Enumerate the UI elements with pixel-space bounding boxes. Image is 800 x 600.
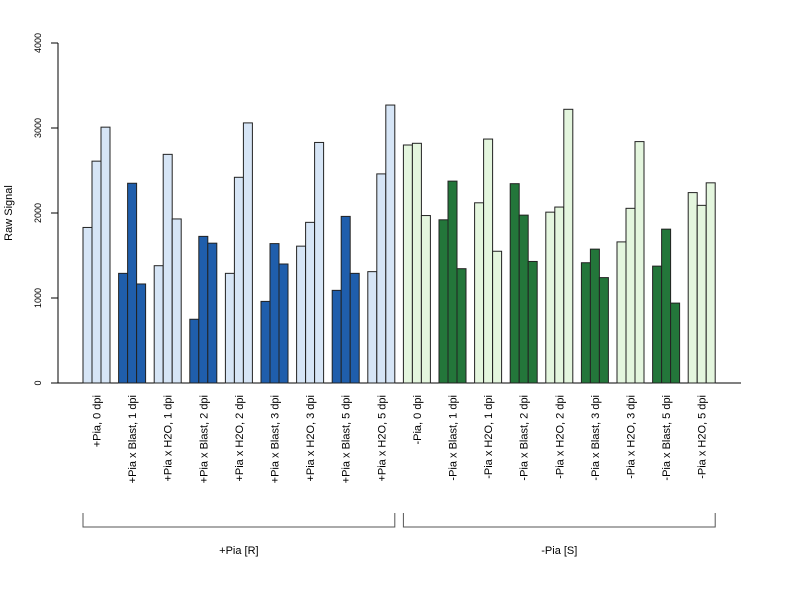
bar bbox=[652, 265, 663, 384]
bar bbox=[233, 176, 244, 384]
bar bbox=[580, 262, 591, 384]
bar bbox=[305, 221, 316, 384]
bar bbox=[670, 302, 681, 384]
bar bbox=[474, 202, 485, 384]
x-tick-label: +Pia x H2O, 1 dpi bbox=[163, 395, 175, 482]
bar bbox=[625, 207, 636, 384]
bar bbox=[82, 226, 93, 384]
bar bbox=[278, 263, 289, 384]
bar bbox=[687, 192, 698, 384]
bar bbox=[118, 272, 129, 384]
x-tick-label: -Pia x Blast, 1 dpi bbox=[448, 395, 460, 481]
bar bbox=[616, 241, 627, 384]
bar bbox=[340, 215, 351, 384]
group-brackets: +Pia [R] -Pia [S] bbox=[82, 513, 716, 557]
x-tick-label: -Pia x Blast, 5 dpi bbox=[661, 395, 673, 481]
bar bbox=[447, 180, 458, 384]
x-tick-label: -Pia x H2O, 5 dpi bbox=[697, 395, 709, 479]
y-tick-label: 2000 bbox=[33, 203, 43, 223]
bar bbox=[402, 144, 413, 384]
bar bbox=[563, 108, 574, 384]
bars bbox=[82, 104, 716, 384]
y-tick-label: 4000 bbox=[33, 33, 43, 53]
y-axis: 0 1000 2000 3000 4000 bbox=[33, 33, 59, 386]
bar bbox=[367, 271, 378, 384]
x-tick-label: -Pia x H2O, 3 dpi bbox=[626, 395, 638, 479]
bar bbox=[242, 122, 253, 384]
x-tick-label: +Pia, 0 dpi bbox=[92, 395, 104, 447]
bar bbox=[296, 245, 307, 384]
bar bbox=[705, 182, 716, 384]
bar bbox=[171, 218, 182, 384]
bar bbox=[589, 248, 600, 384]
bar bbox=[420, 215, 431, 384]
x-tick-label: +Pia x Blast, 5 dpi bbox=[341, 395, 353, 483]
bar bbox=[127, 182, 138, 384]
y-tick-label: 3000 bbox=[33, 118, 43, 138]
bar bbox=[456, 268, 467, 384]
y-axis-label: Raw Signal bbox=[3, 185, 15, 241]
bar bbox=[598, 277, 609, 384]
bar bbox=[438, 219, 449, 384]
bar bbox=[545, 211, 556, 384]
bar bbox=[331, 289, 342, 384]
bar bbox=[314, 141, 325, 384]
group-label: +Pia [R] bbox=[219, 545, 258, 557]
x-tick-label: +Pia x Blast, 1 dpi bbox=[127, 395, 139, 483]
x-tick-label: +Pia x Blast, 2 dpi bbox=[198, 395, 210, 483]
group-label: -Pia [S] bbox=[541, 545, 577, 557]
bar bbox=[91, 160, 102, 384]
x-tick-label: -Pia x Blast, 3 dpi bbox=[590, 395, 602, 481]
bar bbox=[376, 173, 387, 384]
bar bbox=[224, 272, 235, 384]
bar bbox=[509, 183, 520, 384]
y-tick-label: 1000 bbox=[33, 288, 43, 308]
group-bracket bbox=[82, 513, 396, 528]
bar bbox=[518, 214, 529, 384]
x-tick-label: -Pia x H2O, 1 dpi bbox=[483, 395, 495, 479]
bar bbox=[349, 272, 360, 384]
bar bbox=[136, 283, 147, 384]
bar bbox=[207, 242, 218, 384]
y-tick-label: 0 bbox=[33, 380, 43, 385]
bar bbox=[162, 153, 173, 384]
bar bbox=[696, 204, 707, 384]
bar bbox=[385, 104, 396, 384]
bar bbox=[483, 138, 494, 384]
group-bracket bbox=[402, 513, 716, 528]
bar bbox=[269, 243, 280, 384]
bar bbox=[661, 228, 672, 384]
bar bbox=[189, 318, 200, 384]
x-tick-labels: +Pia, 0 dpi +Pia x Blast, 1 dpi +Pia x H2O… bbox=[92, 395, 709, 483]
x-tick-label: +Pia x H2O, 2 dpi bbox=[234, 395, 246, 482]
bar bbox=[100, 126, 111, 384]
bar bbox=[527, 260, 538, 384]
bar bbox=[153, 265, 164, 384]
x-tick-label: -Pia x H2O, 2 dpi bbox=[554, 395, 566, 479]
x-tick-label: +Pia x H2O, 3 dpi bbox=[305, 395, 317, 482]
bar bbox=[198, 235, 209, 384]
x-tick-label: -Pia, 0 dpi bbox=[412, 395, 424, 445]
x-tick-label: -Pia x Blast, 2 dpi bbox=[519, 395, 531, 481]
bar bbox=[492, 250, 503, 384]
bar bbox=[411, 142, 422, 384]
bar bbox=[554, 206, 565, 384]
x-tick-label: +Pia x H2O, 5 dpi bbox=[376, 395, 388, 482]
bar bbox=[634, 141, 645, 384]
bar bbox=[260, 300, 271, 384]
x-tick-label: +Pia x Blast, 3 dpi bbox=[270, 395, 282, 483]
